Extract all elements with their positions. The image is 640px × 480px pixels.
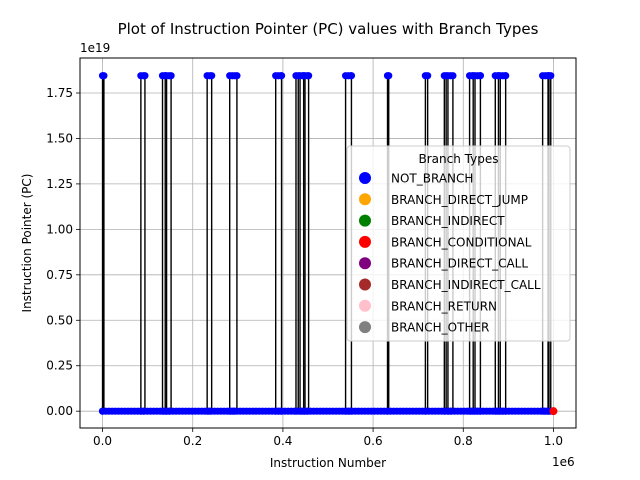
high-pc-marker: [305, 72, 313, 80]
x-tick-label: 0.6: [364, 434, 383, 448]
high-pc-marker: [385, 72, 393, 80]
pc-spike: [101, 75, 105, 412]
low-pc-marker: [231, 407, 239, 415]
legend-marker: [359, 257, 371, 270]
y-tick-label: 1.00: [46, 222, 73, 236]
high-pc-marker: [547, 72, 555, 80]
y-tick-label: 0.25: [46, 359, 73, 373]
x-tick-label: 1.0: [544, 434, 563, 448]
low-pc-marker: [476, 407, 484, 415]
x-offset-text: 1e6: [552, 455, 575, 469]
x-tick-label: 0.8: [454, 434, 473, 448]
low-pc-marker: [277, 407, 285, 415]
y-axis-ticks: 0.00 0.25 0.50 0.75 1.00 1.25 1.50 1.75: [46, 86, 80, 418]
legend-title: Branch Types: [419, 152, 499, 166]
legend-marker: [359, 235, 371, 248]
y-tick-label: 1.50: [46, 131, 73, 145]
y-tick-label: 0.00: [46, 404, 73, 418]
high-pc-marker: [167, 72, 175, 80]
legend-marker: [359, 278, 371, 291]
high-pc-marker: [100, 72, 108, 80]
y-tick-label: 1.25: [46, 177, 73, 191]
low-pc-marker: [383, 407, 392, 415]
high-pc-marker: [424, 72, 432, 80]
low-pc-marker: [501, 407, 510, 415]
branch-conditional-marker: [549, 407, 558, 416]
y-tick-label: 0.50: [46, 313, 73, 327]
y-offset-text: 1e19: [80, 41, 110, 55]
legend-entry-label: NOT_BRANCH: [391, 172, 473, 186]
legend-entry-label: BRANCH_RETURN: [391, 299, 497, 313]
low-pc-marker: [165, 407, 173, 415]
legend: Branch Types NOT_BRANCH BRANCH_DIRECT_JUMP…: [346, 145, 571, 342]
high-pc-marker: [141, 72, 149, 80]
low-pc-marker: [347, 407, 355, 415]
x-axis-ticks: 0.0 0.2 0.4 0.6 0.8 1.0: [93, 428, 563, 448]
low-pc-marker: [98, 407, 107, 415]
legend-entry-label: BRANCH_DIRECT_CALL: [391, 257, 528, 271]
low-pc-marker: [139, 407, 148, 415]
x-tick-label: 0.2: [183, 434, 202, 448]
x-axis-label: Instruction Number: [270, 456, 386, 470]
y-tick-label: 0.75: [46, 268, 73, 282]
chart-title: Plot of Instruction Pointer (PC) values …: [118, 20, 539, 38]
legend-marker: [359, 299, 371, 312]
legend-marker: [359, 321, 371, 334]
axes-frame: [79, 57, 577, 429]
x-tick-label: 0.4: [273, 434, 292, 448]
legend-entry-label: BRANCH_CONDITIONAL: [391, 235, 532, 249]
legend-entry-label: BRANCH_OTHER: [391, 321, 489, 335]
low-pc-marker: [421, 407, 429, 415]
high-pc-marker: [233, 72, 241, 80]
legend-entry-label: BRANCH_DIRECT_JUMP: [391, 193, 528, 207]
high-pc-marker: [476, 72, 485, 80]
legend-marker: [359, 214, 371, 227]
legend-box: [346, 145, 571, 342]
legend-entry-label: BRANCH_INDIRECT_CALL: [391, 278, 541, 292]
low-pc-marker: [304, 407, 312, 415]
low-pc-marker: [206, 407, 214, 415]
high-pc-marker: [208, 72, 216, 80]
high-pc-marker: [347, 72, 356, 80]
x-tick-label: 0.0: [93, 434, 112, 448]
y-tick-label: 1.75: [46, 86, 73, 100]
high-pc-marker: [277, 72, 286, 80]
y-axis-label: Instruction Pointer (PC): [20, 174, 34, 313]
high-pc-marker: [449, 72, 457, 80]
low-pc-marker: [446, 407, 455, 415]
legend-entry-label: BRANCH_INDIRECT: [391, 214, 505, 228]
legend-marker: [359, 193, 371, 206]
legend-marker: [359, 172, 371, 184]
high-pc-marker: [502, 72, 510, 80]
